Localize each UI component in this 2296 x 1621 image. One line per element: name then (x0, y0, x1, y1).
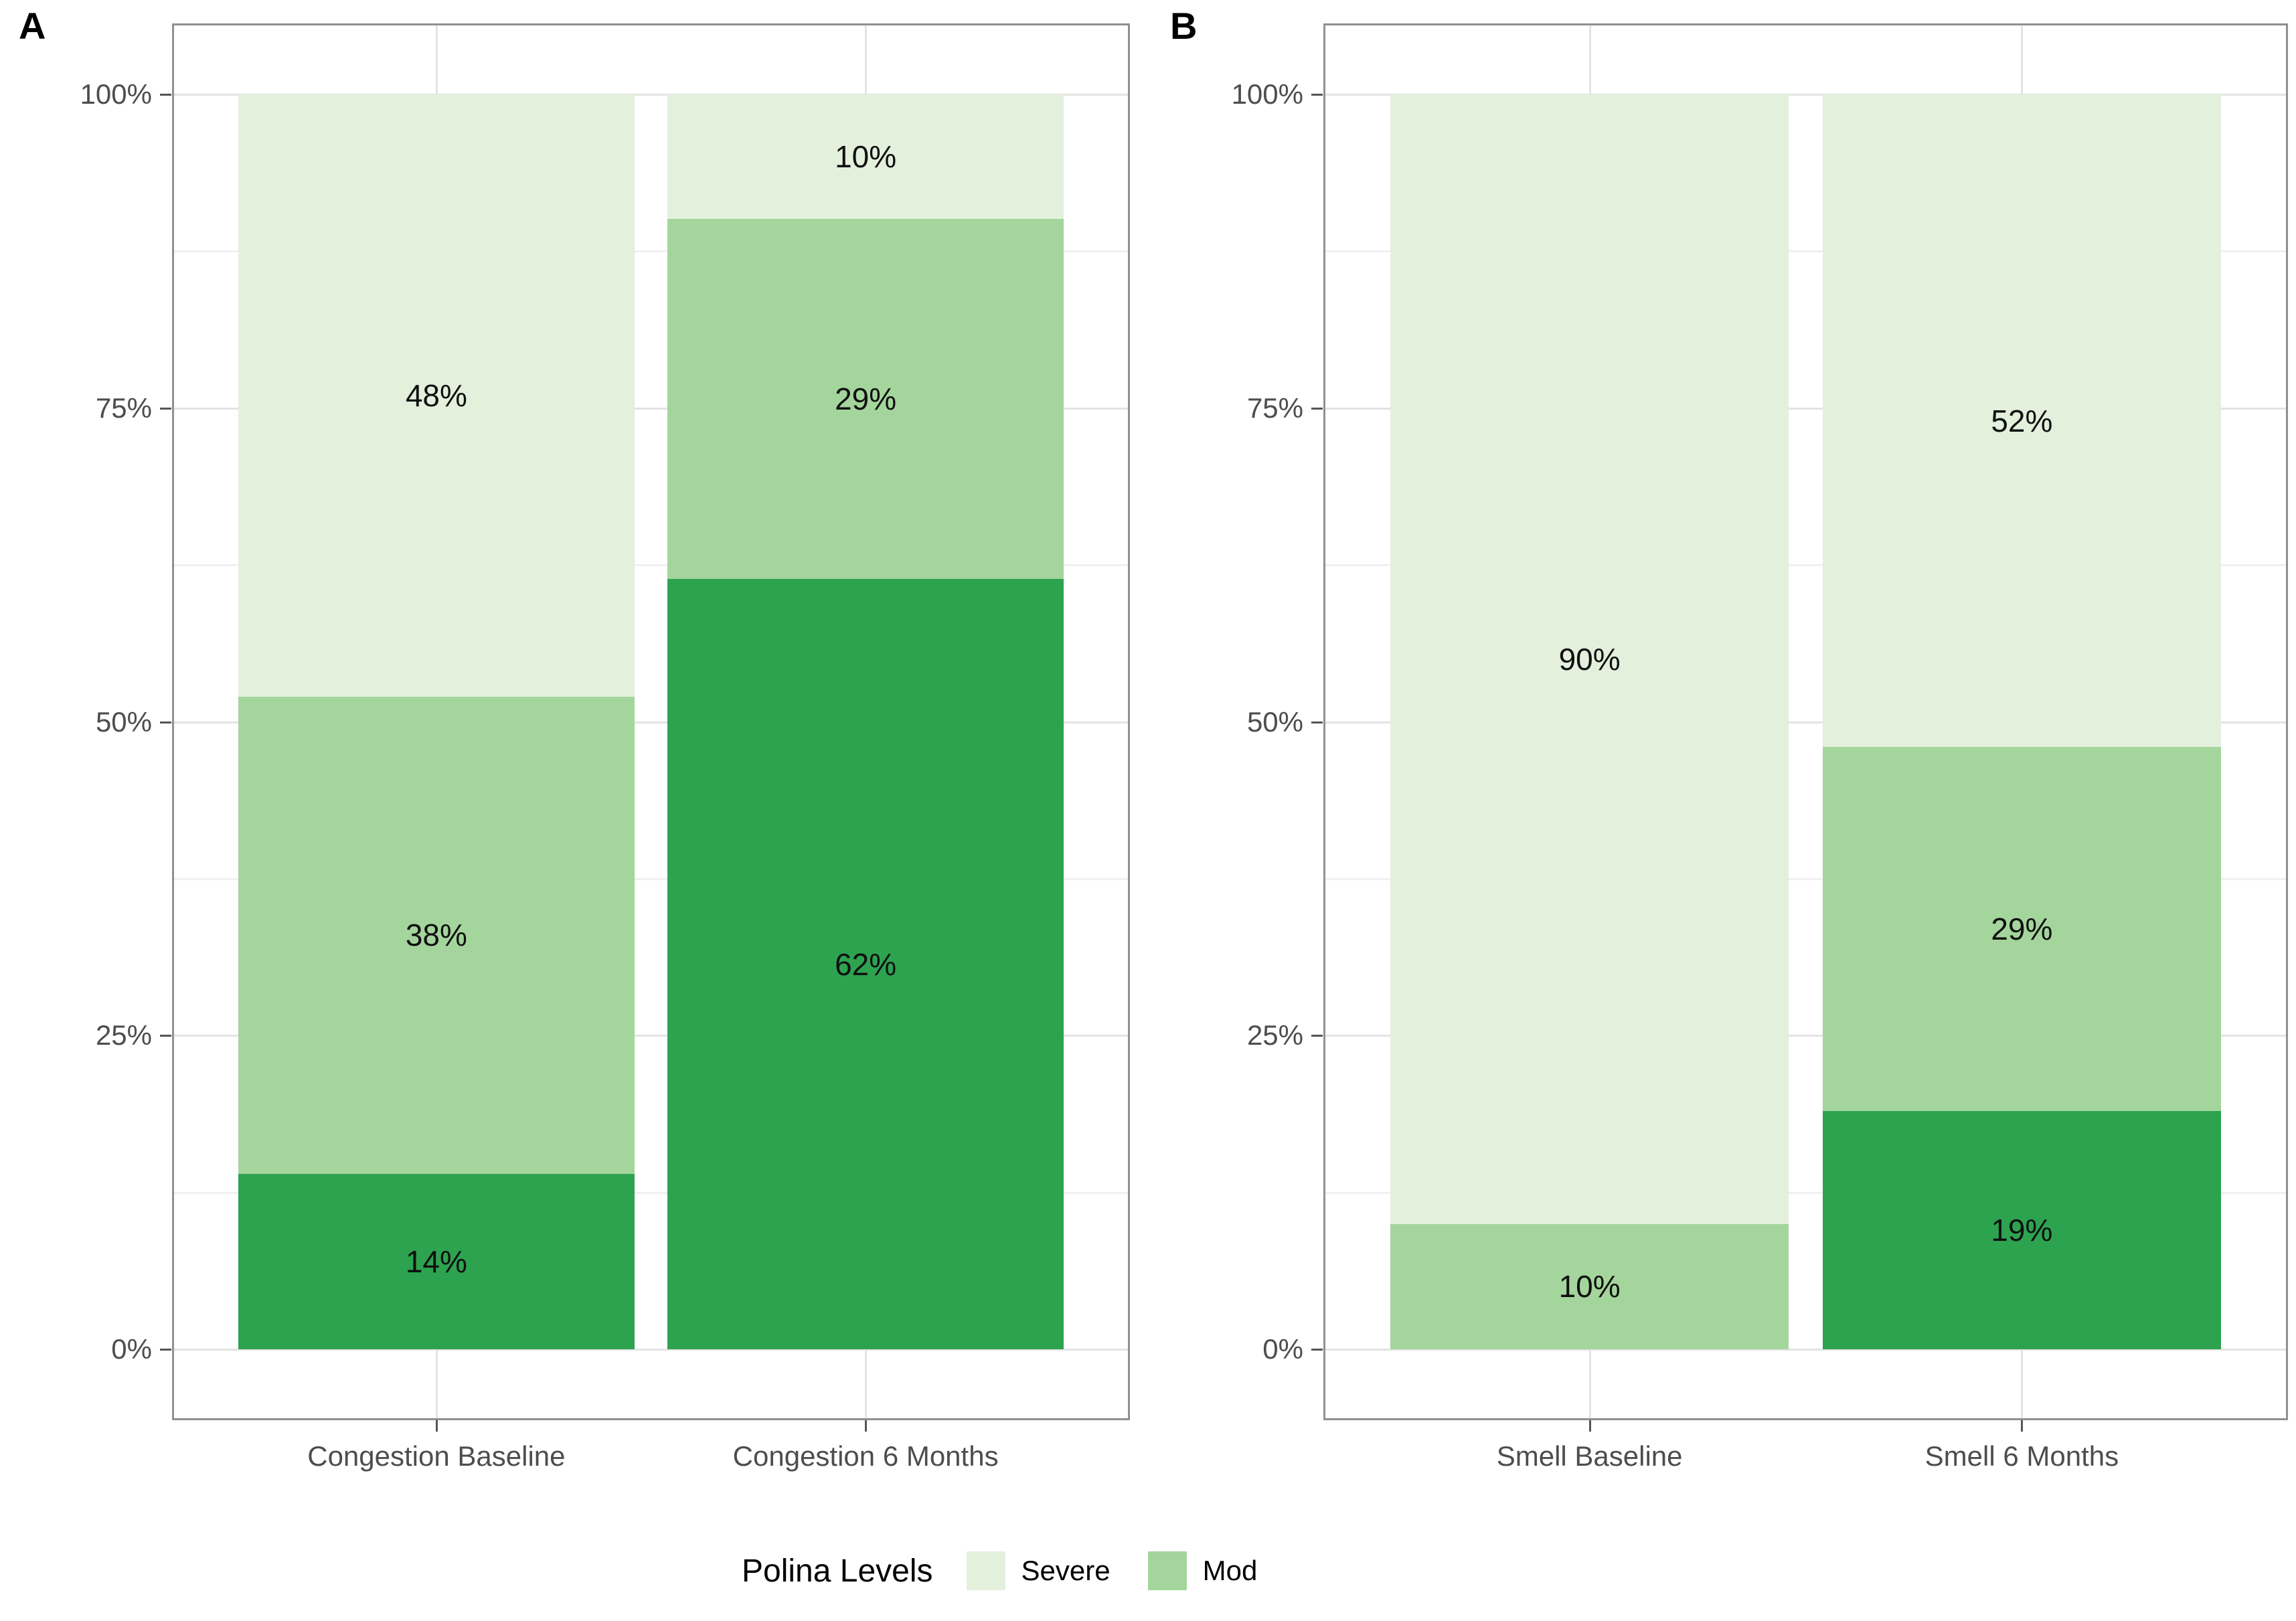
major-gridline (1325, 1349, 2286, 1351)
y-tick-label: 100% (80, 78, 152, 110)
x-category-label: Congestion 6 Months (732, 1440, 999, 1472)
minor-gridline (174, 1191, 1128, 1194)
panel-a: 14% 38% 48% 62% 29% 10% (172, 23, 1130, 1420)
legend-item-severe: Severe (966, 1551, 1111, 1590)
y-axis-tick (1311, 407, 1323, 410)
panel-label-b: B (1170, 5, 1198, 47)
bar-segment (667, 218, 1064, 579)
y-tick-label: 50% (1246, 705, 1303, 738)
bar-value-label: 48% (405, 378, 467, 413)
y-tick-label: 100% (1231, 78, 1303, 110)
y-axis-tick (1311, 1035, 1323, 1037)
bar-segment (1822, 94, 2222, 747)
x-axis-tick (865, 1420, 868, 1432)
y-axis-tick (160, 1035, 171, 1037)
bar-segment (238, 94, 635, 697)
bar-segment (1822, 747, 2222, 1111)
legend-item-label: Severe (1021, 1555, 1111, 1586)
bar-segment (238, 697, 635, 1174)
major-gridline (174, 1349, 1128, 1351)
legend-item-label: Mod (1202, 1555, 1258, 1586)
y-tick-label: 0% (1262, 1333, 1303, 1365)
panel-label-a: A (19, 5, 46, 47)
minor-gridline (1325, 250, 2286, 253)
minor-gridline (1325, 877, 2286, 880)
y-tick-label: 25% (95, 1019, 152, 1051)
legend-swatch-icon (1147, 1551, 1187, 1590)
legend-swatch-icon (966, 1551, 1005, 1590)
major-gridline (1325, 721, 2286, 723)
legend-item-mod: Mod (1147, 1551, 1258, 1590)
bar-segment (1390, 1223, 1789, 1349)
bar-value-label: 10% (835, 139, 897, 174)
y-axis-tick (1311, 1349, 1323, 1351)
bar-value-label: 38% (405, 918, 467, 953)
major-gridline (174, 407, 1128, 410)
x-axis-tick (2021, 1420, 2024, 1432)
bar-value-label: 52% (1991, 403, 2053, 438)
y-tick-label: 75% (1246, 392, 1303, 424)
y-tick-label: 0% (111, 1333, 152, 1365)
bar-value-label: 90% (1558, 641, 1621, 677)
bar-value-label: 29% (835, 381, 897, 416)
y-tick-label: 25% (1246, 1019, 1303, 1051)
major-gridline (1325, 1035, 2286, 1037)
x-category-label: Congestion Baseline (307, 1440, 566, 1472)
y-axis-tick (160, 94, 171, 96)
x-category-label: Smell 6 Months (1924, 1440, 2119, 1472)
minor-gridline (174, 250, 1128, 253)
bar-segment (667, 94, 1064, 219)
major-gridline (1325, 407, 2286, 410)
minor-gridline (1325, 564, 2286, 567)
major-gridline (174, 94, 1128, 96)
y-tick-label: 75% (95, 392, 152, 424)
y-axis-tick (160, 1349, 171, 1351)
bar-segment (1390, 94, 1789, 1224)
bar-segment (1822, 1110, 2222, 1349)
bar-value-label: 14% (405, 1244, 467, 1279)
bar-value-label: 19% (1991, 1212, 2053, 1248)
panel-b: 10% 90% 19% 29% 52% (1323, 23, 2288, 1420)
y-axis-tick (1311, 94, 1323, 96)
legend-title: Polina Levels (742, 1553, 933, 1589)
x-axis-tick (435, 1420, 438, 1432)
bar-value-label: 62% (835, 946, 897, 982)
x-category-label: Smell Baseline (1496, 1440, 1683, 1472)
bar-value-label: 10% (1558, 1269, 1621, 1304)
bar-value-label: 29% (1991, 911, 2053, 946)
bar-segment (667, 579, 1064, 1349)
major-gridline (1325, 94, 2286, 96)
minor-gridline (174, 564, 1128, 567)
bar-segment (238, 1173, 635, 1349)
minor-gridline (1325, 1191, 2286, 1194)
y-axis-tick (160, 407, 171, 410)
minor-gridline (174, 877, 1128, 880)
x-axis-tick (1588, 1420, 1591, 1432)
major-gridline (174, 1035, 1128, 1037)
major-gridline (174, 721, 1128, 723)
y-axis-tick (1311, 721, 1323, 723)
y-tick-label: 50% (95, 705, 152, 738)
legend: Polina Levels Severe Mod (742, 1545, 1295, 1597)
y-axis-tick (160, 721, 171, 723)
